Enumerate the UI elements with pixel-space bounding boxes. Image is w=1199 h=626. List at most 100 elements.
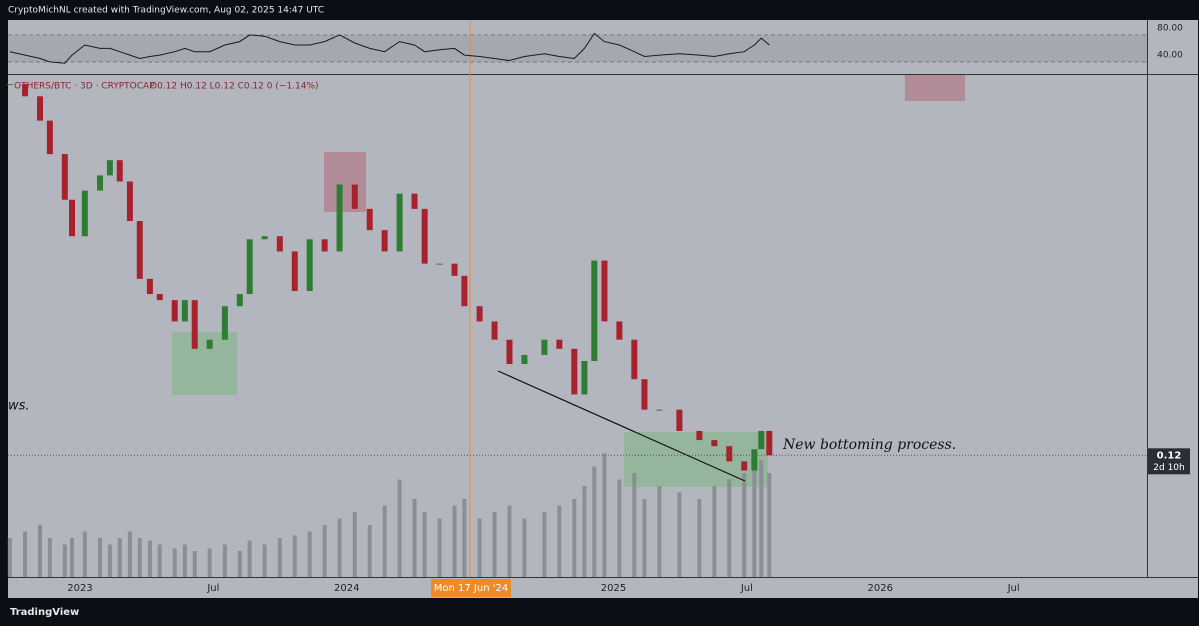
- volume-bar: [712, 486, 717, 577]
- volume-bar: [492, 512, 497, 577]
- candle: [676, 409, 683, 431]
- candle: [766, 430, 773, 456]
- candle: [556, 339, 563, 349]
- zone-green: [172, 332, 237, 395]
- annotation: New bottoming process.: [782, 437, 956, 453]
- candle: [336, 184, 343, 252]
- candle: [261, 236, 268, 240]
- candle: [421, 208, 428, 264]
- x-tick-label: Jul: [206, 583, 219, 594]
- volume-bar: [352, 512, 357, 577]
- candle: [106, 160, 113, 176]
- candle: [306, 239, 313, 292]
- volume-bar: [237, 551, 242, 577]
- volume-bar: [592, 466, 597, 577]
- volume-bar: [7, 538, 12, 577]
- volume-bar: [262, 544, 267, 577]
- volume-bar: [147, 540, 152, 577]
- volume-bar: [70, 538, 75, 577]
- volume-bar: [657, 486, 662, 577]
- volume-bar: [207, 548, 212, 577]
- volume-bar: [322, 525, 327, 577]
- volume-bar: [422, 512, 427, 577]
- candle: [156, 294, 163, 301]
- volume-bar: [192, 551, 197, 577]
- candle: [81, 190, 88, 237]
- candle: [436, 263, 443, 265]
- volume-bar: [602, 453, 607, 577]
- crosshair-label-bg: [431, 579, 511, 597]
- candle: [366, 208, 373, 231]
- volume-bar: [542, 512, 547, 577]
- candle: [116, 160, 123, 182]
- candle: [396, 193, 403, 252]
- rsi-band: [8, 35, 1147, 62]
- volume-bar: [617, 479, 622, 577]
- volume-bar: [632, 473, 637, 577]
- time-axis: [8, 578, 1198, 598]
- volume-bar: [767, 473, 772, 577]
- volume-bar: [157, 544, 162, 577]
- volume-bar: [412, 499, 417, 577]
- x-tick-label: 2023: [67, 583, 92, 594]
- header: CryptoMichNL created with TradingView.co…: [8, 6, 324, 16]
- candle: [711, 440, 718, 447]
- candle: [571, 348, 578, 395]
- candle: [541, 339, 548, 355]
- price-label-bg: [1148, 448, 1190, 475]
- price-countdown: 2d 10h: [1153, 463, 1184, 473]
- candle: [291, 251, 298, 292]
- volume-bar: [292, 535, 297, 577]
- candle: [236, 294, 243, 307]
- candle: [276, 236, 283, 252]
- volume-bar: [182, 544, 187, 577]
- candle: [37, 96, 44, 121]
- volume-bar: [38, 525, 43, 577]
- volume-bar: [307, 531, 312, 577]
- trendline: [497, 370, 746, 482]
- candle: [616, 321, 623, 340]
- x-tick-label: 2025: [601, 583, 626, 594]
- volume-bar: [572, 499, 577, 577]
- volume-bar: [557, 505, 562, 577]
- candle: [69, 199, 76, 237]
- candle: [641, 379, 648, 410]
- zone-red: [905, 75, 965, 101]
- candle: [321, 239, 328, 252]
- legend-ohlc: O0.12 H0.12 L0.12 C0.12 0 (−1.14%): [150, 82, 319, 92]
- candle: [126, 181, 133, 222]
- volume-bar: [367, 525, 372, 577]
- annotation: ws.: [8, 399, 30, 414]
- candle: [146, 278, 153, 295]
- footer: TradingView: [10, 607, 79, 618]
- candle: [656, 409, 663, 411]
- candle: [491, 321, 498, 340]
- volume-bar: [62, 544, 67, 577]
- candle: [751, 449, 758, 471]
- candle: [726, 446, 733, 462]
- candle: [506, 339, 513, 365]
- rsi-line: [9, 32, 770, 64]
- candle: [97, 175, 104, 191]
- volume-bar: [382, 505, 387, 577]
- volume-bar: [677, 492, 682, 577]
- candle: [206, 339, 213, 349]
- volume-bar: [137, 538, 142, 577]
- candle: [758, 430, 765, 450]
- volume-bar: [277, 538, 282, 577]
- candle: [631, 339, 638, 380]
- candle: [461, 275, 468, 307]
- volume-bar: [247, 540, 252, 577]
- candle: [696, 430, 703, 441]
- candle: [381, 230, 388, 252]
- x-tick-label: Jul: [1007, 583, 1020, 594]
- candle: [221, 306, 228, 340]
- candle: [451, 263, 458, 276]
- candle: [61, 154, 68, 200]
- volume-bar: [727, 479, 732, 577]
- candle: [46, 120, 53, 155]
- volume-bar: [477, 518, 482, 577]
- candle: [171, 300, 178, 322]
